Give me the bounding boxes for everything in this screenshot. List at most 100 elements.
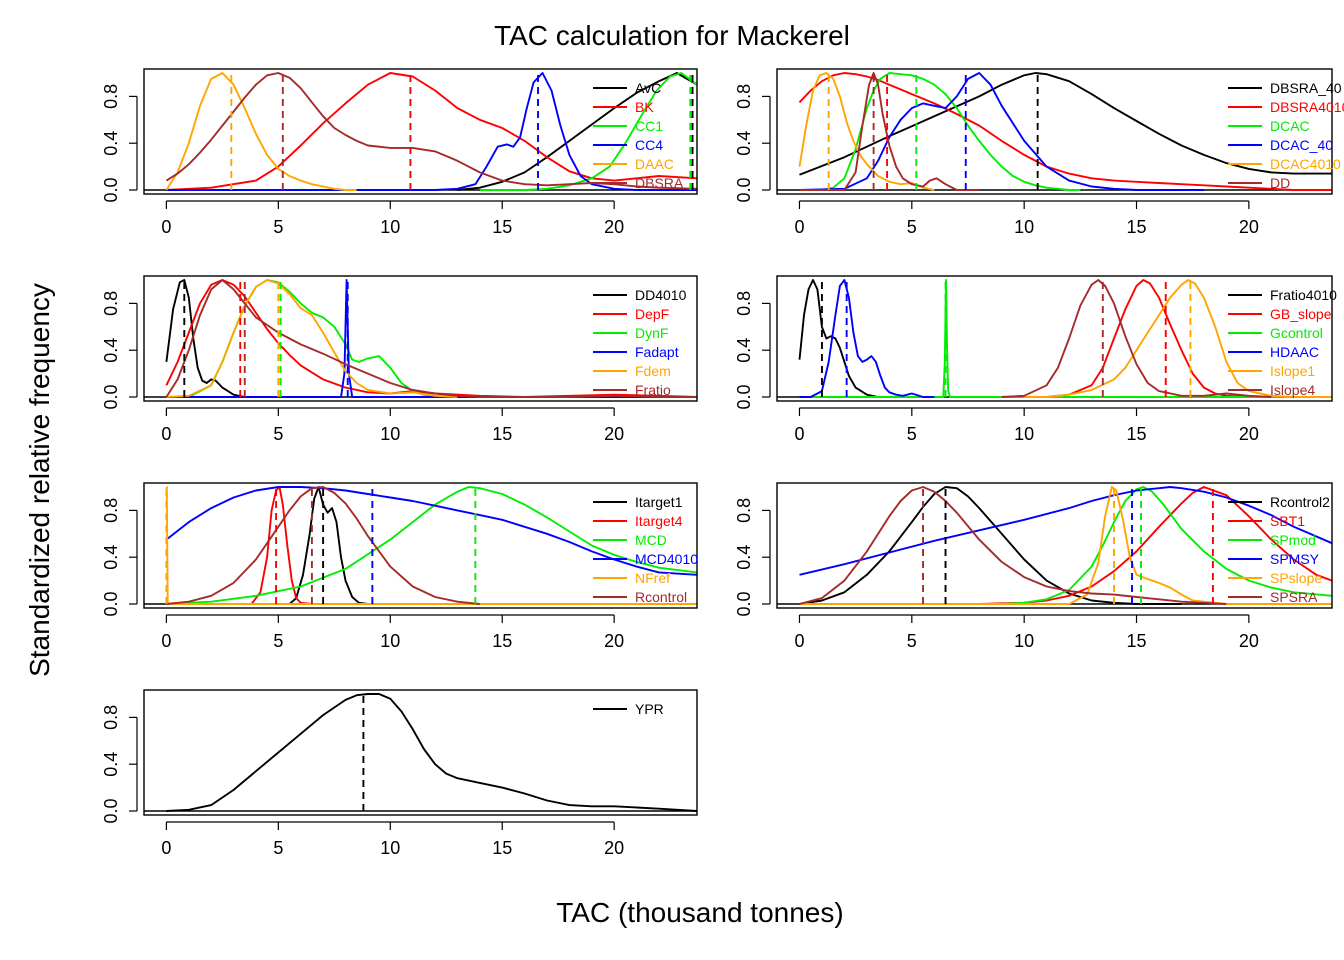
legend-label-dcac_40: DCAC_40 — [1270, 137, 1333, 153]
legend: Fratio4010 GB_slope Gcontrol HDAAC Islope1 Is… — [1228, 287, 1337, 398]
panel-frame — [143, 68, 698, 195]
series-line-dd — [799, 72, 980, 191]
legend-label-itarget1: Itarget1 — [635, 494, 683, 510]
legend-label-dynf: DynF — [635, 325, 668, 341]
legend-label-dcac: DCAC — [1270, 118, 1310, 134]
x-tick-label: 5 — [273, 838, 283, 858]
series-line-cc4 — [166, 72, 697, 191]
series-line-islope1 — [1024, 279, 1332, 398]
series-line-sbt1 — [979, 486, 1332, 605]
series-group — [799, 486, 1332, 605]
legend-label-fdem: Fdem — [635, 363, 671, 379]
x-tick-label: 10 — [1014, 631, 1034, 651]
legend-label-depf: DepF — [635, 306, 669, 322]
series-group — [798, 72, 1332, 191]
x-tick-label: 10 — [1014, 424, 1034, 444]
legend-label-hdaac: HDAAC — [1270, 344, 1319, 360]
series-line-bk — [166, 72, 697, 191]
legend-label-cc1: CC1 — [635, 118, 663, 134]
x-tick-label: 15 — [1126, 217, 1146, 237]
legend-label-gb_slope: GB_slope — [1270, 306, 1332, 322]
legend: DBSRA_40 DBSRA4010 DCAC DCAC_40 DCAC4010 DD — [1228, 80, 1344, 191]
x-tick-label: 20 — [1239, 631, 1259, 651]
x-axis: 0 5 10 15 20 — [161, 821, 624, 858]
panel-frame — [776, 68, 1333, 195]
series-line-itarget1 — [166, 486, 697, 605]
series-line-dbsra4010 — [798, 72, 1332, 191]
series-group — [166, 693, 697, 812]
y-axis: 0.0 0.4 0.8 — [101, 291, 138, 410]
y-tick-label: 0.0 — [101, 591, 121, 616]
series-line-dcac4010 — [798, 72, 935, 191]
panel-frame — [143, 275, 698, 402]
x-axis-label: TAC (thousand tonnes) — [556, 897, 844, 928]
legend-label-itarget4: Itarget4 — [635, 513, 683, 529]
y-axis: 0.0 0.4 0.8 — [734, 84, 771, 203]
legend-label-mcd4010: MCD4010 — [635, 551, 698, 567]
y-tick-label: 0.4 — [101, 131, 121, 156]
legend-label-avc: AvC — [635, 80, 661, 96]
y-tick-label: 0.4 — [734, 545, 754, 570]
x-tick-label: 15 — [492, 217, 512, 237]
x-tick-label: 20 — [604, 631, 624, 651]
series-line-fdem — [166, 279, 458, 398]
y-tick-label: 0.0 — [101, 798, 121, 823]
y-axis: 0.0 0.4 0.8 — [101, 84, 138, 203]
x-tick-label: 0 — [794, 424, 804, 444]
x-tick-label: 10 — [380, 424, 400, 444]
y-axis: 0.0 0.4 0.8 — [101, 705, 138, 824]
x-tick-label: 10 — [380, 631, 400, 651]
legend-label-fadapt: Fadapt — [635, 344, 679, 360]
legend-label-sbt1: SBT1 — [1270, 513, 1305, 529]
series-line-itarget4 — [166, 486, 697, 605]
x-tick-label: 5 — [907, 217, 917, 237]
series-line-mcd — [166, 486, 697, 605]
y-axis: 0.0 0.4 0.8 — [101, 498, 138, 617]
x-tick-label: 15 — [492, 631, 512, 651]
x-tick-label: 0 — [794, 631, 804, 651]
series-line-spslope — [799, 486, 1332, 605]
y-tick-label: 0.8 — [101, 705, 121, 730]
y-axis: 0.0 0.4 0.8 — [734, 498, 771, 617]
x-tick-label: 15 — [492, 838, 512, 858]
x-axis: 0 5 10 15 20 — [794, 200, 1259, 237]
x-tick-label: 5 — [273, 217, 283, 237]
x-axis: 0 5 10 15 20 — [794, 614, 1259, 651]
y-tick-label: 0.4 — [101, 752, 121, 777]
legend-label-dd: DD — [1270, 175, 1290, 191]
legend-label-bk: BK — [635, 99, 654, 115]
series-line-dd4010 — [165, 279, 279, 398]
series-line-daac — [165, 72, 357, 191]
y-axis-label: Standardized relative frequency — [24, 283, 55, 677]
x-axis: 0 5 10 15 20 — [794, 407, 1259, 444]
legend: Itarget1 Itarget4 MCD MCD4010 NFref Rcontrol — [593, 494, 698, 605]
legend-label-dbsra4010: DBSRA4010 — [1270, 99, 1344, 115]
y-tick-label: 0.8 — [101, 84, 121, 109]
series-line-islope4 — [1001, 279, 1272, 398]
x-tick-label: 20 — [604, 838, 624, 858]
x-tick-label: 10 — [1014, 217, 1034, 237]
panel-frame — [776, 275, 1333, 402]
y-tick-label: 0.8 — [734, 498, 754, 523]
panel-middle-right: 0 5 10 15 20 0.0 0.4 0.8 Fratio4010 GB_slope Gcont… — [734, 275, 1337, 444]
series-line-depf — [165, 279, 697, 398]
panel-frame — [143, 482, 698, 609]
series-line-avc — [457, 72, 697, 191]
legend: Rcontrol2 SBT1 SPmod SPMSY SPslope SPSRA — [1228, 494, 1330, 605]
legend-label-cc4: CC4 — [635, 137, 663, 153]
y-tick-label: 0.8 — [734, 291, 754, 316]
legend-label-gcontrol: Gcontrol — [1270, 325, 1323, 341]
x-tick-label: 0 — [161, 631, 171, 651]
series-line-spsra — [799, 486, 1227, 605]
y-tick-label: 0.4 — [734, 338, 754, 363]
x-axis: 0 5 10 15 20 — [161, 200, 624, 237]
x-tick-label: 5 — [907, 424, 917, 444]
panel-third-row-left: 0 5 10 15 20 0.0 0.4 0.8 Itarget1 Itarget4 MCD MCD4… — [101, 482, 698, 651]
x-tick-label: 5 — [273, 631, 283, 651]
x-tick-label: 0 — [161, 424, 171, 444]
series-group — [165, 279, 697, 398]
panel-middle-left: 0 5 10 15 20 0.0 0.4 0.8 DD4010 DepF DynF Fadapt Fde… — [101, 275, 698, 444]
x-tick-label: 20 — [604, 424, 624, 444]
x-tick-label: 15 — [1126, 631, 1146, 651]
